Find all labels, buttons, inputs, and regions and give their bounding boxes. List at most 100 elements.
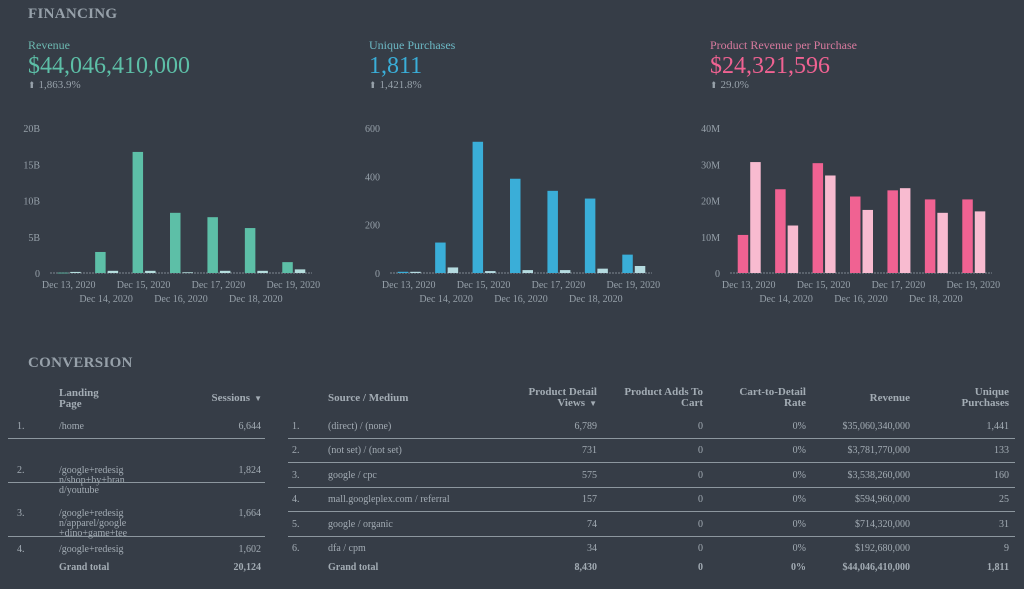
- bar-comparison[interactable]: [597, 268, 608, 273]
- sort-desc-icon: ▼: [589, 399, 597, 408]
- bar-current[interactable]: [547, 190, 558, 273]
- bar-current[interactable]: [282, 262, 293, 273]
- bar-comparison[interactable]: [899, 188, 911, 273]
- header-cart-to-detail-rate[interactable]: Cart-to-Detail Rate: [739, 386, 806, 409]
- bar-current[interactable]: [472, 141, 484, 273]
- header-source-medium[interactable]: Source / Medium: [328, 392, 409, 404]
- up-cell: 133: [994, 445, 1009, 457]
- bar-comparison[interactable]: [70, 271, 81, 273]
- sort-desc-icon: ▼: [254, 394, 262, 403]
- bar-current[interactable]: [622, 254, 633, 273]
- x-tick-label: Dec 15, 2020: [797, 280, 851, 291]
- bar-current[interactable]: [57, 272, 69, 274]
- header-sessions-label: Sessions: [211, 392, 251, 404]
- grand-total-label: Grand total: [328, 562, 379, 573]
- bar-comparison[interactable]: [219, 270, 231, 273]
- y-tick-label: 20B: [23, 124, 40, 135]
- bar-current[interactable]: [207, 217, 218, 273]
- landing-page-cell: /google+redesig: [59, 545, 124, 555]
- x-tick-label: Dec 16, 2020: [154, 294, 208, 305]
- row-index: 1.: [292, 421, 300, 432]
- bar-current[interactable]: [435, 242, 446, 273]
- bar-current[interactable]: [850, 196, 861, 273]
- conversion-title: CONVERSION: [28, 355, 133, 371]
- bar-comparison[interactable]: [787, 225, 799, 273]
- row-divider: [288, 511, 1015, 513]
- x-tick-label: Dec 14, 2020: [759, 294, 813, 305]
- financing-title: FINANCING: [28, 6, 118, 22]
- bar-current[interactable]: [244, 228, 256, 273]
- row-divider: [288, 535, 1015, 537]
- bar-current[interactable]: [397, 271, 409, 273]
- source-medium-table: Source / Medium Product Detail Views ▼ Pr…: [285, 380, 1020, 589]
- bar-comparison[interactable]: [862, 209, 874, 273]
- y-tick-label: 10B: [23, 197, 40, 208]
- arrow-up-icon: ⬆: [710, 80, 718, 90]
- kpi-value: $24,321,596: [710, 53, 830, 79]
- bar-comparison[interactable]: [294, 269, 306, 273]
- bar-comparison[interactable]: [522, 270, 534, 273]
- kpi-delta: ⬆ 1,421.8%: [369, 79, 455, 91]
- bar-current[interactable]: [924, 199, 936, 273]
- up-cell: 1,811: [987, 562, 1009, 573]
- bar-comparison[interactable]: [974, 211, 986, 273]
- y-tick-label: 0: [375, 269, 380, 280]
- patc-cell: 0: [698, 445, 703, 457]
- bar-chart: 0 10M 20M 30M 40M Dec 13, 2020 Dec 14, 2020 Dec…: [701, 124, 1000, 305]
- source-medium-cell: google / organic: [328, 518, 393, 530]
- y-tick-label: 30M: [701, 160, 720, 171]
- revenue-cell: $3,538,260,000: [847, 469, 911, 481]
- header-revenue[interactable]: Revenue: [869, 392, 910, 404]
- bar-comparison[interactable]: [485, 271, 496, 273]
- revenue-cell: $35,060,340,000: [842, 421, 911, 432]
- kpi-value: $44,046,410,000: [28, 53, 190, 79]
- bar-current[interactable]: [775, 189, 786, 273]
- bar-current[interactable]: [737, 234, 749, 273]
- pdv-cell: 8,430: [574, 562, 598, 573]
- bar-comparison[interactable]: [257, 270, 268, 273]
- bar-comparison[interactable]: [410, 271, 421, 273]
- y-tick-label: 0: [35, 269, 40, 280]
- header-product-adds-to-cart[interactable]: Product Adds To Cart: [624, 386, 703, 409]
- bar-comparison[interactable]: [937, 212, 948, 273]
- c2d-cell: 0%: [792, 421, 806, 432]
- bar-current[interactable]: [812, 163, 824, 273]
- c2d-cell: 0%: [792, 494, 806, 506]
- bar-current[interactable]: [887, 190, 898, 273]
- y-tick-label: 0: [715, 269, 720, 280]
- x-tick-label: Dec 18, 2020: [909, 294, 963, 305]
- bar-comparison[interactable]: [447, 267, 459, 273]
- bar-comparison[interactable]: [750, 162, 761, 273]
- bar-comparison[interactable]: [825, 175, 836, 273]
- revenue-cell: $714,320,000: [855, 518, 910, 530]
- landing-page-cell: /google+redesign/shop+by+brand/youtube: [59, 466, 125, 496]
- bar-current[interactable]: [132, 151, 144, 273]
- revenue-cell: $192,680,000: [855, 543, 910, 554]
- x-tick-label: Dec 19, 2020: [946, 280, 1000, 291]
- bar-comparison[interactable]: [634, 265, 646, 273]
- bar-comparison[interactable]: [182, 272, 194, 274]
- bar-comparison[interactable]: [559, 270, 571, 273]
- x-tick-label: Dec 16, 2020: [834, 294, 888, 305]
- kpi-label: Product Revenue per Purchase: [710, 38, 857, 52]
- header-product-detail-views[interactable]: Product Detail Views ▼: [497, 387, 597, 409]
- pdv-cell: 575: [582, 469, 597, 481]
- bar-current[interactable]: [170, 212, 181, 273]
- row-divider: [8, 438, 265, 439]
- patc-cell: 0: [698, 518, 703, 530]
- c2d-cell: 0%: [792, 543, 806, 554]
- bar-current[interactable]: [95, 251, 106, 273]
- header-landing-page[interactable]: Landing Page: [59, 387, 99, 410]
- sessions-cell: 1,824: [238, 465, 262, 476]
- bar-comparison[interactable]: [107, 270, 119, 273]
- x-tick-label: Dec 18, 2020: [569, 294, 623, 305]
- x-tick-label: Dec 15, 2020: [117, 280, 171, 291]
- y-tick-label: 40M: [701, 124, 720, 135]
- row-index: 3.: [292, 469, 300, 481]
- bar-current[interactable]: [584, 198, 596, 273]
- bar-current[interactable]: [962, 199, 973, 273]
- bar-comparison[interactable]: [145, 270, 156, 273]
- bar-current[interactable]: [510, 178, 521, 273]
- header-unique-purchases[interactable]: Unique Purchases: [961, 386, 1009, 409]
- header-sessions[interactable]: Sessions ▼: [212, 393, 262, 404]
